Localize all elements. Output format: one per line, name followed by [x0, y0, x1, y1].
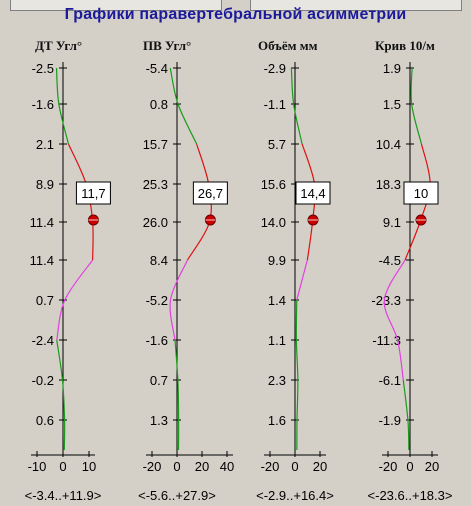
column-1-value-box [75, 181, 111, 205]
column-1-x-tick-label: 0 [59, 459, 66, 474]
column-1-curve-green [55, 67, 70, 145]
tab-stub-left[interactable] [10, 0, 222, 11]
column-2-row-label: -5.4 [146, 61, 168, 76]
column-2-row-label: -5.2 [146, 293, 168, 308]
column-4-row-label: -1.9 [379, 413, 401, 428]
column-4-row-label: 9.1 [383, 215, 401, 230]
column-4-row-label: 18.3 [376, 177, 401, 192]
column-1-row-label: 0.7 [36, 293, 54, 308]
column-3-row-label: 14.0 [261, 215, 286, 230]
column-1-header: ДТ Угл° [35, 38, 82, 53]
column-2-curve-green [169, 67, 198, 145]
column-2-x-tick-label: 40 [220, 459, 234, 474]
column-4-x-tick-label: 0 [406, 459, 413, 474]
column-1-row-label: 11.4 [30, 253, 54, 268]
column-1-x-tick-label: 10 [82, 459, 96, 474]
column-4-row-label: -11.3 [372, 333, 401, 348]
column-3-row-label: 15.6 [261, 177, 286, 192]
column-4-row-label: -6.1 [379, 373, 401, 388]
column-2-header: ПВ Угл° [143, 38, 191, 53]
column-4-x-tick-label: 20 [425, 459, 439, 474]
column-1-x-tick-label: -10 [28, 459, 47, 474]
column-2-x-tick-label: 20 [195, 459, 209, 474]
column-4-value-text: 10 [414, 186, 428, 201]
column-2-value-box [192, 181, 228, 205]
column-2-row-label: 15.7 [143, 137, 168, 152]
column-4-range-text: <-23.6..+18.3> [368, 488, 453, 503]
column-2-x-tick-label: 0 [173, 459, 180, 474]
column-3-x-tick-label: 0 [291, 459, 298, 474]
column-4-curve-magenta [383, 259, 406, 381]
column-2-row-label: 25.3 [143, 177, 168, 192]
column-1-row-label: -1.6 [32, 97, 54, 112]
column-1-row-label: 11.4 [30, 215, 54, 230]
column-3-curve-magenta [296, 259, 308, 301]
column-2-curve-green-tail [174, 339, 180, 451]
column-2-row-label: 8.4 [150, 253, 168, 268]
column-3-header: Объём мм [258, 38, 318, 53]
column-2-value-text: 26,7 [198, 186, 223, 201]
column-3-row-label: 1.4 [268, 293, 286, 308]
column-3-row-label: 5.7 [268, 137, 286, 152]
column-4-row-label: -23.3 [371, 293, 401, 308]
column-3-row-label: 1.6 [268, 413, 286, 428]
column-2-range-text: <-5.6..+27.9> [138, 488, 216, 503]
column-4-curve-green [410, 67, 423, 145]
column-3-value-text: 14,4 [300, 186, 325, 201]
column-4-row-label: 1.9 [383, 61, 401, 76]
column-2-row-label: 26.0 [143, 215, 168, 230]
column-4-row-label: -4.5 [379, 253, 401, 268]
column-4-x-tick-label: -20 [379, 459, 398, 474]
column-4-row-label: 1.5 [383, 97, 401, 112]
column-3-curve-green-tail [295, 299, 299, 451]
column-3-row-label: -2.9 [264, 61, 286, 76]
column-2-row-label: 0.8 [150, 97, 168, 112]
column-1-range-text: <-3.4..+11.9> [25, 488, 102, 503]
column-3-curve-green [290, 67, 303, 145]
column-3-value-box [295, 181, 331, 205]
column-1-row-label: 8.9 [36, 177, 54, 192]
column-4-value-box [403, 181, 439, 205]
column-3-row-label: 2.3 [268, 373, 286, 388]
column-2-x-tick-label: -20 [143, 459, 162, 474]
column-1-row-label: -0.2 [32, 373, 54, 388]
top-tab-bar [0, 0, 471, 24]
column-3-row-label: 9.9 [268, 253, 286, 268]
column-4-curve-green-tail [402, 379, 410, 451]
chart-title: Графики паравертебральной асимметрии [64, 6, 407, 23]
tab-stub-right[interactable] [250, 0, 462, 11]
column-1-row-label: 0.6 [36, 413, 54, 428]
column-3-row-label: -1.1 [264, 97, 286, 112]
column-4-header: Крив 10/м [375, 38, 435, 53]
column-4-row-label: 10.4 [376, 137, 401, 152]
column-1-row-label: 2.1 [36, 137, 54, 152]
column-3-x-tick-label: 20 [313, 459, 327, 474]
column-3-x-tick-label: -20 [261, 459, 280, 474]
column-3-range-text: <-2.9..+16.4> [256, 488, 334, 503]
column-1-row-label: -2.5 [32, 61, 54, 76]
column-2-curve-magenta [169, 259, 189, 341]
column-2-row-label: 1.3 [150, 413, 168, 428]
column-3-row-label: 1.1 [268, 333, 286, 348]
column-2-row-label: -1.6 [146, 333, 168, 348]
column-1-value-text: 11,7 [81, 186, 105, 201]
column-1-curve-magenta [56, 259, 94, 341]
column-2-row-label: 0.7 [150, 373, 168, 388]
column-1-curve-green-tail [56, 339, 66, 451]
column-1-row-label: -2.4 [32, 333, 54, 348]
